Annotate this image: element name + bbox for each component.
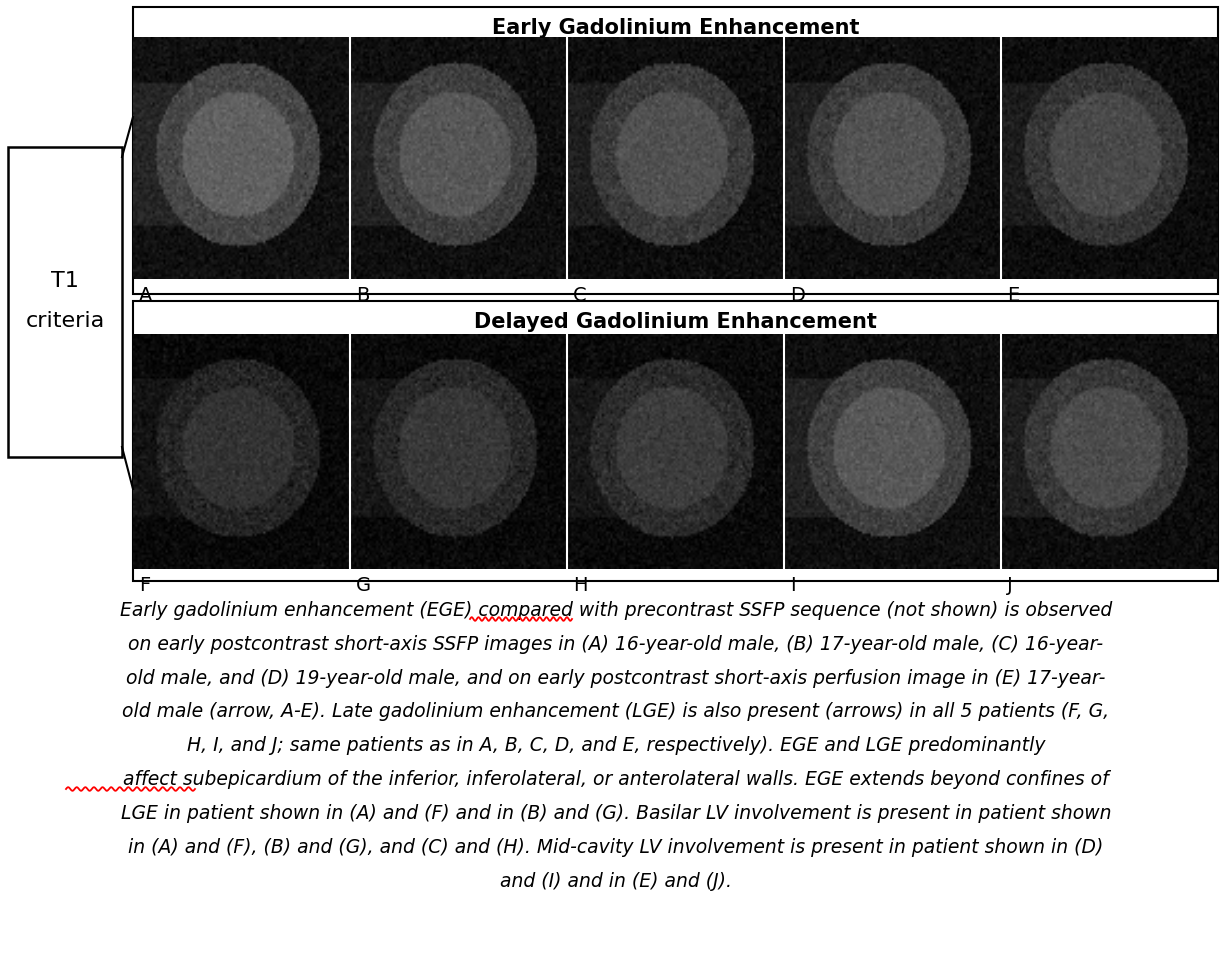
Text: Early Gadolinium Enhancement: Early Gadolinium Enhancement — [492, 18, 859, 38]
Text: in (A) and (F), (B) and (G), and (C) and (H). Mid-cavity LV involvement is prese: in (A) and (F), (B) and (G), and (C) and… — [128, 838, 1104, 856]
Text: criteria: criteria — [26, 310, 105, 331]
Text: I: I — [790, 576, 796, 595]
Text: D: D — [790, 285, 804, 305]
Text: H: H — [573, 576, 588, 595]
Text: old male (arrow, A-E). Late gadolinium enhancement (LGE) is also present (arrows: old male (arrow, A-E). Late gadolinium e… — [122, 702, 1110, 721]
Text: Early gadolinium enhancement (EGE) compared with precontrast SSFP sequence (not : Early gadolinium enhancement (EGE) compa… — [120, 600, 1112, 619]
Text: Delayed Gadolinium Enhancement: Delayed Gadolinium Enhancement — [474, 311, 877, 332]
Text: on early postcontrast short-axis SSFP images in (A) 16-year-old male, (B) 17-yea: on early postcontrast short-axis SSFP im… — [128, 634, 1104, 653]
Text: J: J — [1007, 576, 1013, 595]
Text: E: E — [1007, 285, 1019, 305]
Bar — [133, 8, 1218, 295]
Bar — [133, 302, 1218, 581]
Text: F: F — [139, 576, 150, 595]
Text: C: C — [573, 285, 586, 305]
Text: T1: T1 — [51, 271, 79, 290]
Text: G: G — [356, 576, 371, 595]
Text: old male, and (D) 19-year-old male, and on early postcontrast short-axis perfusi: old male, and (D) 19-year-old male, and … — [127, 668, 1105, 687]
Bar — [7, 148, 122, 457]
Text: B: B — [356, 285, 370, 305]
Text: A: A — [139, 285, 153, 305]
Text: affect subepicardium of the inferior, inferolateral, or anterolateral walls. EGE: affect subepicardium of the inferior, in… — [123, 770, 1109, 789]
Text: and (I) and in (E) and (J).: and (I) and in (E) and (J). — [500, 872, 732, 891]
Text: H, I, and J; same patients as in A, B, C, D, and E, respectively). EGE and LGE p: H, I, and J; same patients as in A, B, C… — [187, 736, 1045, 754]
Text: LGE in patient shown in (A) and (F) and in (B) and (G). Basilar LV involvement i: LGE in patient shown in (A) and (F) and … — [121, 803, 1111, 823]
